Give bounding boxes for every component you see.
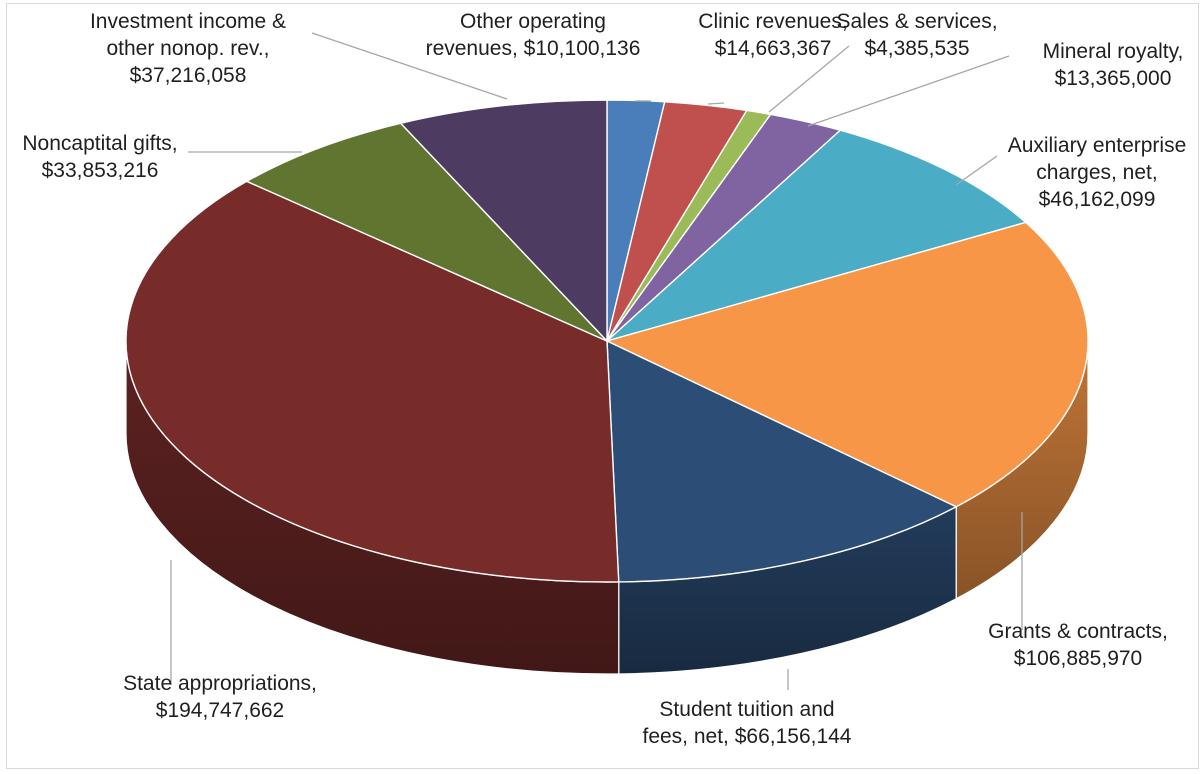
data-label-line: Auxiliary enterprise xyxy=(1008,134,1187,157)
data-label-line: Grants & contracts, xyxy=(988,620,1168,643)
leader-lines xyxy=(170,32,1023,690)
data-label-line: $33,853,216 xyxy=(42,159,159,182)
data-label-clinic-revenues: Clinic revenues, $14,663,367 xyxy=(698,10,847,60)
data-label-line: Student tuition and xyxy=(659,698,834,721)
data-label-line: $37,216,058 xyxy=(130,64,247,87)
data-label-line: charges, net, xyxy=(1036,161,1157,184)
data-label-line: $13,365,000 xyxy=(1055,67,1172,90)
pie-slice-student-tuition-and-fees-net xyxy=(606,340,957,583)
data-label-line: Sales & services, xyxy=(836,10,997,33)
pie-slice-grants-contracts xyxy=(606,221,1089,508)
data-labels: Other operating revenues, $10,100,136 Clin… xyxy=(22,10,1186,748)
data-label-mineral-royalty: Mineral royalty, $13,365,000 xyxy=(1043,40,1184,90)
data-label-line: $194,747,662 xyxy=(156,699,284,722)
leader-line-clinic-revenues xyxy=(707,102,725,105)
data-label-auxiliary-enterprise-charges-net: Auxiliary enterprise charges, net, $46,162… xyxy=(1008,134,1187,211)
data-label-noncaptital-gifts: Noncaptital gifts, $33,853,216 xyxy=(22,132,177,182)
data-label-line: Mineral royalty, xyxy=(1043,40,1184,63)
data-label-investment-income-other-nonop-rev: Investment income & other nonop. rev., $37… xyxy=(90,10,286,87)
data-label-other-operating-revenues: Other operating revenues, $10,100,136 xyxy=(426,10,641,60)
data-label-line: State appropriations, xyxy=(123,672,317,695)
leader-line-auxiliary-enterprise-charges-net xyxy=(955,155,998,186)
data-label-line: $46,162,099 xyxy=(1039,188,1156,211)
data-label-grants-contracts: Grants & contracts, $106,885,970 xyxy=(988,620,1168,670)
pie-top-faces xyxy=(125,99,1089,583)
data-label-student-tuition-and-fees-net: Student tuition and fees, net, $66,156,14… xyxy=(642,698,851,748)
pie-slice-auxiliary-enterprise-charges-net xyxy=(606,129,1027,342)
leader-line-sales-services xyxy=(768,45,850,113)
data-label-line: Noncaptital gifts, xyxy=(22,132,177,155)
leader-line-mineral-royalty xyxy=(807,55,1010,127)
data-label-state-appropriations: State appropriations, $194,747,662 xyxy=(123,672,317,722)
data-label-line: Clinic revenues, xyxy=(698,10,847,33)
data-label-line: Investment income & xyxy=(90,10,286,33)
data-label-line: revenues, $10,100,136 xyxy=(426,37,641,60)
data-label-line: $4,385,535 xyxy=(864,37,969,60)
data-label-line: $14,663,367 xyxy=(715,37,832,60)
pie-slice-investment-income-other-nonop-rev xyxy=(400,99,608,342)
data-label-line: Other operating xyxy=(460,10,606,33)
data-label-line: fees, net, $66,156,144 xyxy=(642,725,851,748)
data-label-line: other nonop. rev., xyxy=(106,37,269,60)
leader-line-investment-income-other-nonop-rev xyxy=(311,32,508,100)
pie-slice-state-appropriations xyxy=(125,180,620,583)
data-label-sales-services: Sales & services, $4,385,535 xyxy=(836,10,997,60)
pie-slice-noncaptital-gifts xyxy=(246,122,608,342)
data-label-line: $106,885,970 xyxy=(1014,647,1142,670)
